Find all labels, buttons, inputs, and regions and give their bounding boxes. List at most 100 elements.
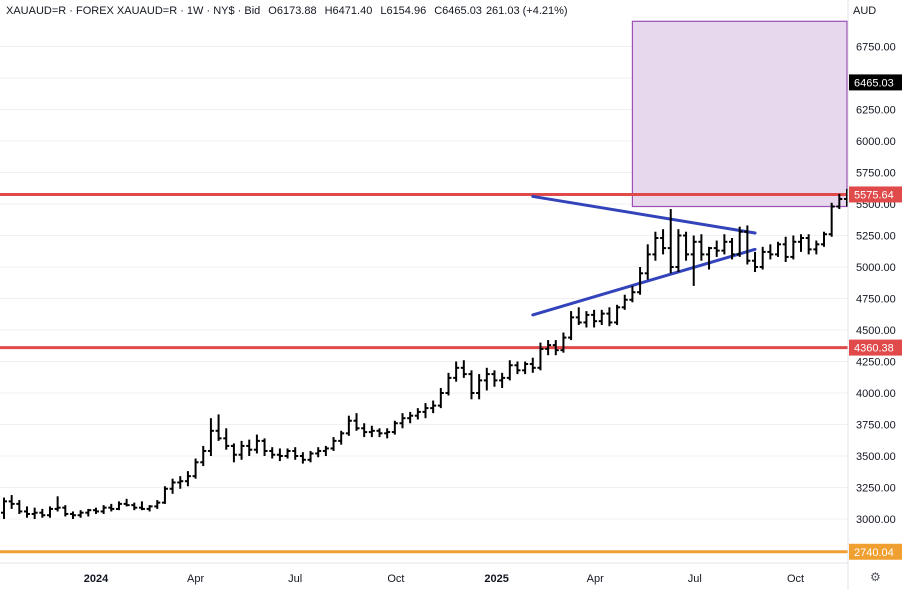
ohlc-bar[interactable] bbox=[552, 340, 559, 356]
ohlc-bar[interactable] bbox=[621, 294, 628, 310]
ohlc-bar[interactable] bbox=[161, 486, 168, 504]
ohlc-bar[interactable] bbox=[192, 458, 199, 479]
ohlc-bar[interactable] bbox=[721, 234, 728, 255]
ohlc-bar[interactable] bbox=[223, 428, 230, 450]
ohlc-bar[interactable] bbox=[307, 450, 314, 463]
time-axis[interactable] bbox=[0, 563, 848, 590]
ohlc-bar[interactable] bbox=[583, 311, 590, 328]
ohlc-bar[interactable] bbox=[514, 361, 521, 375]
ohlc-bar[interactable] bbox=[69, 511, 76, 519]
ohlc-bar[interactable] bbox=[445, 372, 452, 396]
ohlc-bar[interactable] bbox=[246, 439, 253, 456]
ohlc-bar[interactable] bbox=[667, 209, 674, 274]
ohlc-bar[interactable] bbox=[453, 361, 460, 382]
ohlc-bar[interactable] bbox=[230, 443, 237, 463]
ohlc-bar[interactable] bbox=[131, 502, 138, 511]
ohlc-bar[interactable] bbox=[338, 430, 345, 445]
ohlc-bar[interactable] bbox=[499, 372, 506, 388]
ohlc-bar[interactable] bbox=[437, 387, 444, 409]
ohlc-bar[interactable] bbox=[491, 370, 498, 387]
ohlc-bar[interactable] bbox=[690, 235, 697, 286]
ohlc-bar[interactable] bbox=[85, 508, 92, 517]
ohlc-bar[interactable] bbox=[62, 505, 69, 517]
ohlc-bar[interactable] bbox=[345, 415, 352, 436]
ohlc-bar[interactable] bbox=[77, 510, 84, 518]
ohlc-bar[interactable] bbox=[123, 498, 130, 507]
ohlc-bar[interactable] bbox=[92, 507, 99, 514]
ohlc-bar[interactable] bbox=[238, 440, 245, 460]
ohlc-bar[interactable] bbox=[299, 452, 306, 464]
gear-icon[interactable]: ⚙ bbox=[870, 570, 881, 584]
ohlc-bar[interactable] bbox=[407, 411, 414, 424]
ohlc-bar[interactable] bbox=[353, 413, 360, 431]
ohlc-bar[interactable] bbox=[782, 236, 789, 262]
ohlc-bar[interactable] bbox=[368, 425, 375, 438]
ohlc-bar[interactable] bbox=[361, 423, 368, 438]
ohlc-bar[interactable] bbox=[836, 193, 843, 210]
ohlc-bar[interactable] bbox=[322, 445, 329, 456]
ohlc-bar[interactable] bbox=[575, 307, 582, 325]
ohlc-bar[interactable] bbox=[798, 234, 805, 252]
ohlc-bar[interactable] bbox=[775, 241, 782, 257]
ohlc-bar[interactable] bbox=[253, 434, 260, 454]
ohlc-bar[interactable] bbox=[8, 495, 15, 509]
ohlc-bar[interactable] bbox=[422, 403, 429, 419]
ohlc-bar[interactable] bbox=[146, 505, 153, 512]
ohlc-bar[interactable] bbox=[39, 508, 46, 518]
ohlc-bar[interactable] bbox=[821, 231, 827, 247]
ohlc-bar[interactable] bbox=[637, 267, 644, 295]
ohlc-bar[interactable] bbox=[138, 501, 145, 511]
ohlc-bar[interactable] bbox=[384, 428, 391, 439]
ohlc-bar[interactable] bbox=[629, 285, 636, 303]
ohlc-bar[interactable] bbox=[560, 332, 567, 353]
ohlc-bar[interactable] bbox=[46, 506, 53, 518]
ohlc-bar[interactable] bbox=[108, 503, 115, 512]
ohlc-bar[interactable] bbox=[598, 309, 605, 325]
ohlc-bar[interactable] bbox=[430, 400, 437, 414]
ohlc-bar[interactable] bbox=[284, 448, 291, 459]
ohlc-bar[interactable] bbox=[154, 500, 161, 509]
ohlc-bar[interactable] bbox=[652, 231, 659, 261]
ohlc-bar[interactable] bbox=[292, 447, 299, 460]
ohlc-bar[interactable] bbox=[698, 234, 705, 261]
ohlc-bar[interactable] bbox=[537, 342, 544, 371]
ohlc-bar[interactable] bbox=[261, 438, 268, 456]
triangle-upper-trendline[interactable] bbox=[531, 194, 757, 235]
ohlc-bar[interactable] bbox=[330, 437, 337, 451]
ohlc-bar[interactable] bbox=[591, 309, 598, 328]
ohlc-bar[interactable] bbox=[506, 360, 513, 381]
ohlc-bar[interactable] bbox=[115, 501, 122, 511]
ohlc-bar[interactable] bbox=[744, 225, 751, 265]
ohlc-bar[interactable] bbox=[184, 471, 191, 487]
ohlc-bar[interactable] bbox=[16, 500, 23, 514]
ohlc-bar[interactable] bbox=[606, 307, 613, 327]
ohlc-bar[interactable] bbox=[399, 413, 406, 429]
ohlc-bar[interactable] bbox=[713, 240, 720, 257]
ohlc-bar[interactable] bbox=[276, 448, 283, 462]
ohlc-bar[interactable] bbox=[391, 420, 398, 435]
target-box[interactable] bbox=[631, 20, 848, 208]
ohlc-bar[interactable] bbox=[23, 506, 30, 518]
ohlc-bar[interactable] bbox=[767, 244, 774, 260]
ohlc-bar[interactable] bbox=[706, 246, 713, 270]
ohlc-bar[interactable] bbox=[759, 246, 766, 270]
ohlc-bar[interactable] bbox=[683, 231, 690, 261]
ohlc-bar[interactable] bbox=[215, 414, 222, 441]
ohlc-bar[interactable] bbox=[805, 234, 812, 255]
ohlc-bar[interactable] bbox=[752, 251, 759, 273]
ohlc-bar[interactable] bbox=[177, 476, 184, 489]
ohlc-bar[interactable] bbox=[828, 202, 835, 237]
price-axis[interactable] bbox=[848, 0, 903, 590]
ohlc-bar[interactable] bbox=[790, 235, 797, 260]
ohlc-bar[interactable] bbox=[31, 507, 38, 519]
ohlc-bar[interactable] bbox=[660, 229, 667, 255]
ohlc-bar[interactable] bbox=[729, 238, 736, 260]
ohlc-bar[interactable] bbox=[414, 408, 421, 420]
ohlc-bar[interactable] bbox=[529, 357, 536, 373]
ohlc-bar[interactable] bbox=[315, 447, 322, 458]
ohlc-bar[interactable] bbox=[644, 244, 651, 280]
ohlc-bar[interactable] bbox=[522, 361, 529, 375]
ohlc-bar[interactable] bbox=[675, 229, 682, 273]
ohlc-bar[interactable] bbox=[169, 478, 176, 494]
